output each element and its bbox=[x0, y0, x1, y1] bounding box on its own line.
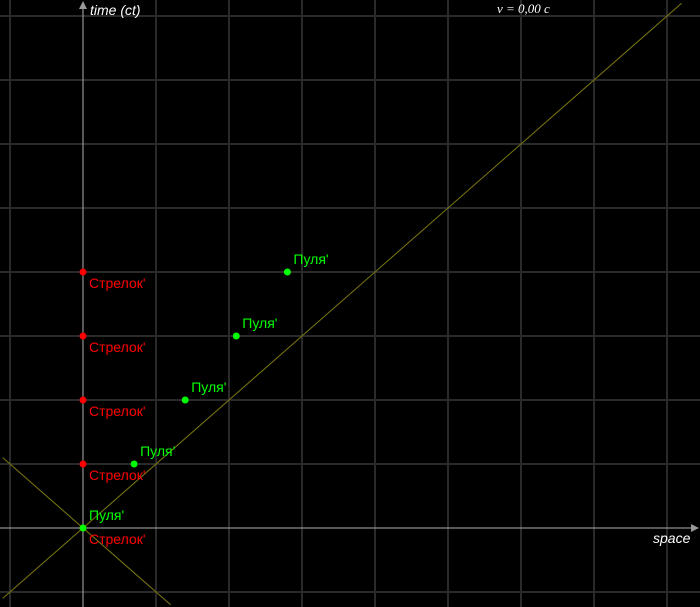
shooter-event-label: Стрелок' bbox=[89, 467, 146, 483]
shooter-event-point bbox=[79, 460, 87, 468]
shooter-event-point bbox=[79, 332, 87, 340]
bullet-event-point bbox=[232, 332, 240, 340]
velocity-label: v = 0,00 c bbox=[497, 1, 550, 16]
shooter-event-point bbox=[79, 396, 87, 404]
time-axis-label: time (ct) bbox=[90, 2, 141, 18]
bullet-event-point bbox=[130, 460, 138, 468]
shooter-event-label: Стрелок' bbox=[89, 275, 146, 291]
time-axis-arrow-icon bbox=[79, 1, 87, 9]
bullet-event-point bbox=[79, 524, 87, 532]
light-line-backward bbox=[2, 457, 171, 606]
bullet-event-label: Пуля' bbox=[191, 379, 226, 395]
shooter-event-label: Стрелок' bbox=[89, 403, 146, 419]
events: Стрелок' Стрелок' Стрелок' Стрелок' Стрелок'… bbox=[79, 251, 329, 547]
shooter-event-point bbox=[79, 268, 87, 276]
bullet-event-label: Пуля' bbox=[140, 443, 175, 459]
space-axis-label: space bbox=[653, 530, 691, 546]
bullet-event-label: Пуля' bbox=[89, 507, 124, 523]
light-line-forward bbox=[2, 2, 682, 599]
light-cone bbox=[2, 2, 682, 606]
bullet-event-label: Пуля' bbox=[293, 251, 328, 267]
bullet-event-point bbox=[283, 268, 291, 276]
bullet-event-point bbox=[181, 396, 189, 404]
shooter-event-label: Стрелок' bbox=[89, 531, 146, 547]
shooter-event-label: Стрелок' bbox=[89, 339, 146, 355]
space-axis-arrow-icon bbox=[691, 524, 699, 532]
bullet-event-label: Пуля' bbox=[242, 315, 277, 331]
